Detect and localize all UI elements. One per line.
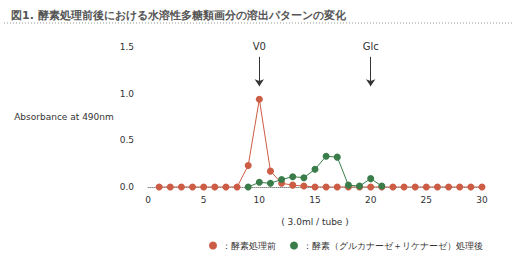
svg-text:0.0: 0.0 (120, 182, 135, 192)
svg-text:10: 10 (254, 195, 266, 205)
svg-text:15: 15 (309, 195, 320, 205)
svg-text:0.5: 0.5 (120, 135, 134, 145)
svg-text:( 3.0ml / tube ): ( 3.0ml / tube ) (281, 217, 349, 227)
svg-text:V0: V0 (253, 41, 266, 52)
svg-text:20: 20 (365, 195, 377, 205)
svg-text:：酵素（グルカナーゼ＋リケナーゼ）処理後: ：酵素（グルカナーゼ＋リケナーゼ）処理後 (303, 241, 483, 251)
svg-text:図1. 酵素処理前後における水溶性多糖類画分の溶出パターンの: 図1. 酵素処理前後における水溶性多糖類画分の溶出パターンの変化 (11, 9, 347, 22)
svg-text:1.5: 1.5 (120, 42, 134, 52)
svg-text:Glc: Glc (363, 41, 379, 52)
svg-text:0: 0 (145, 195, 151, 205)
svg-text:25: 25 (421, 195, 432, 205)
svg-text:1.0: 1.0 (120, 89, 135, 99)
svg-text:Absorbance at 490nm: Absorbance at 490nm (14, 112, 114, 122)
svg-text:5: 5 (201, 195, 207, 205)
svg-text:：酵素処理前: ：酵素処理前 (222, 241, 276, 251)
svg-text:30: 30 (476, 195, 488, 205)
